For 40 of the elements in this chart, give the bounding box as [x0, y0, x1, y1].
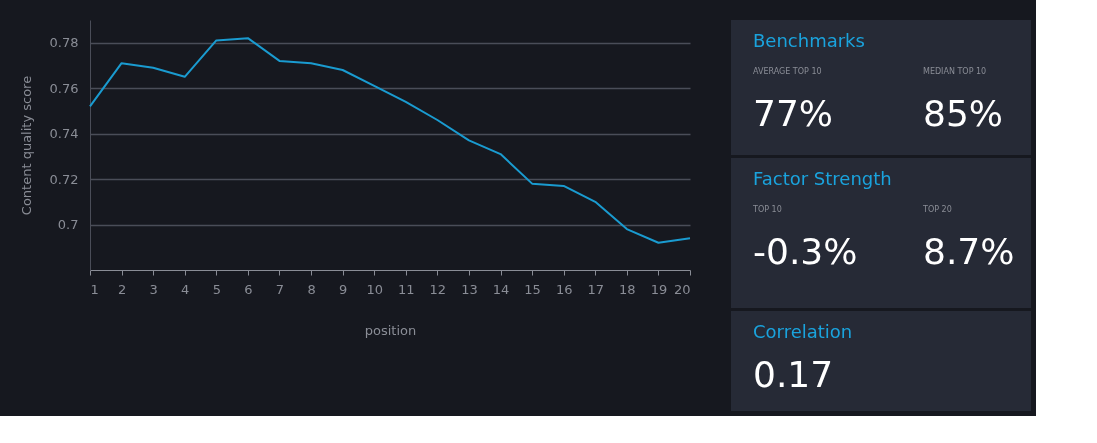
text: 77%: [753, 93, 834, 134]
x-tick-label: 20: [673, 281, 691, 297]
y-tick-label: 0.78: [49, 35, 79, 51]
x-tick-label: 17: [587, 281, 605, 297]
text: 85%: [923, 93, 1004, 134]
text: TOP 20: [922, 205, 952, 214]
x-tick-label: 16: [555, 281, 573, 297]
x-tick-label: 1: [90, 281, 99, 297]
text: 0.17: [753, 354, 834, 395]
x-tick-label: 6: [244, 281, 253, 297]
y-tick-label: 0.7: [57, 217, 79, 233]
x-tick-label: 8: [307, 281, 316, 297]
text: Correlation: [753, 321, 853, 342]
line-series: [89, 37, 691, 244]
x-tick-label: 7: [275, 281, 285, 297]
x-tick-label: 10: [366, 281, 383, 297]
x-axis-title: position: [364, 322, 417, 338]
text: MEDIAN TOP 10: [923, 67, 987, 76]
text: 8.7%: [923, 231, 1015, 272]
x-tick-label: 14: [492, 281, 510, 297]
x-tick-label: 18: [619, 281, 636, 297]
x-tick-label: 9: [338, 281, 348, 297]
x-tick-label: 13: [461, 281, 478, 297]
x-tick-label: 11: [398, 281, 415, 297]
x-tick-label: 5: [212, 281, 221, 297]
x-tick-label: 19: [650, 281, 668, 297]
text: AVERAGE TOP 10: [753, 67, 822, 76]
x-tick-label: 3: [149, 281, 158, 297]
x-tick-label: 12: [429, 281, 447, 297]
x-tick-label: 2: [117, 281, 127, 297]
text: TOP 10: [752, 205, 782, 214]
text: Benchmarks: [753, 30, 865, 51]
text: -0.3%: [753, 231, 858, 272]
y-tick-label: 0.74: [49, 126, 79, 142]
y-tick-label: 0.72: [49, 171, 79, 187]
x-tick-label: 4: [181, 281, 190, 297]
y-tick-label: 0.76: [49, 80, 79, 96]
text: Factor Strength: [753, 168, 892, 189]
x-tick-label: 15: [524, 281, 541, 297]
y-axis-title: Content quality score: [18, 75, 34, 216]
